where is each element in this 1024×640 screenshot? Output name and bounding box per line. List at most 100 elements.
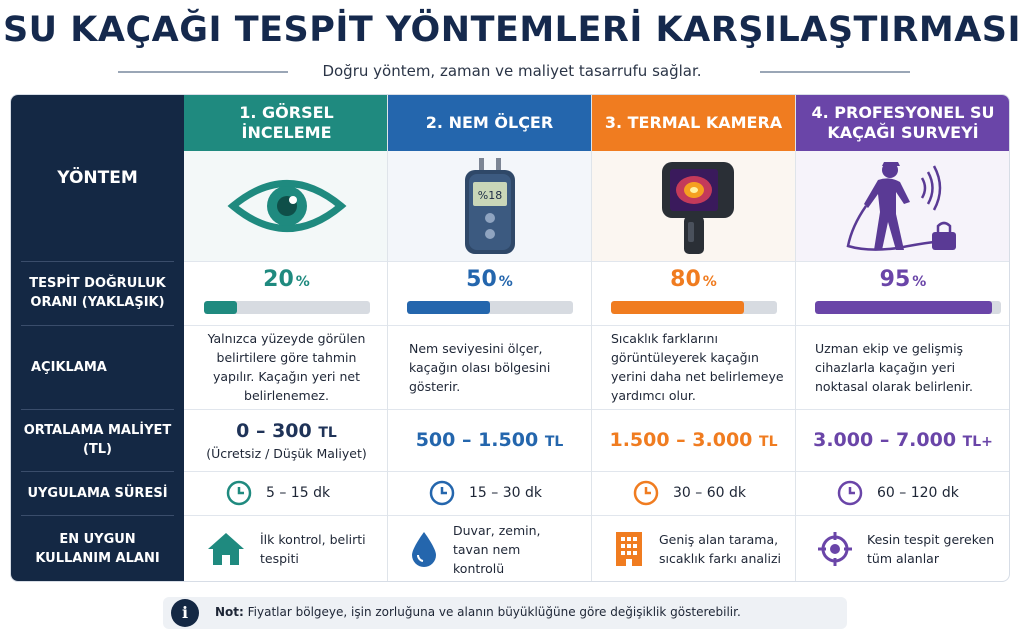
accuracy-cell: 80% — [591, 261, 796, 325]
row-divider — [387, 261, 592, 262]
column-divider — [591, 95, 592, 581]
eye-icon — [227, 180, 346, 232]
row-label-usage: EN UYGUN KULLANIM ALANI — [35, 532, 160, 566]
subtitle-row: Doğru yöntem, zaman ve maliyet tasarrufu… — [0, 60, 1024, 84]
info-icon: i — [171, 599, 199, 627]
accuracy-bar-fill — [611, 301, 744, 314]
row-divider — [591, 471, 796, 472]
cost-unit: TL — [544, 434, 564, 450]
duration-cell: 60 – 120 dk — [795, 471, 1009, 515]
row-divider — [21, 409, 174, 410]
method-column-professional: 4. PROFESYONEL SU KAÇAĞI SURVEYİ — [795, 95, 1009, 581]
cost-unit: TL — [759, 434, 778, 450]
accuracy-bar-fill — [407, 301, 490, 314]
row-divider — [184, 515, 389, 516]
row-divider — [184, 471, 389, 472]
duration-text: 60 – 120 dk — [877, 485, 959, 501]
accuracy-cell: 20% — [184, 261, 389, 325]
row-label-description: AÇIKLAMA — [31, 359, 107, 375]
usage-cell: İlk kontrol, belirti tespiti — [184, 515, 389, 581]
comparison-table: YÖNTEM TESPİT DOĞRULUK ORANI (YAKLAŞIK) … — [10, 94, 1010, 582]
cost-number: 1.500 – 3.000 — [609, 429, 753, 451]
accuracy-bar — [611, 301, 777, 314]
cost-cell: 0 – 300 TL (Ücretsiz / Düşük Maliyet) — [184, 409, 389, 471]
accuracy-unit: % — [912, 274, 927, 290]
description-cell: Nem seviyesini ölçer, kaçağın olası bölg… — [387, 325, 592, 409]
description-text: Yalnızca yüzeyde görülen belirtilere gör… — [207, 331, 366, 403]
description-text: Nem seviyesini ölçer, kaçağın olası bölg… — [409, 340, 551, 394]
method-title: 3. TERMAL KAMERA — [591, 95, 796, 151]
row-divider — [21, 261, 174, 262]
row-divider — [21, 325, 174, 326]
professional-detector-icon — [846, 162, 956, 251]
description-text: Uzman ekip ve gelişmiş cihazlarla kaçağı… — [815, 340, 974, 394]
row-divider — [795, 471, 1009, 472]
page-title: SU KAÇAĞI TESPİT YÖNTEMLERİ KARŞILAŞTIRM… — [2, 10, 1022, 50]
description-cell: Uzman ekip ve gelişmiş cihazlarla kaçağı… — [795, 325, 1009, 409]
accuracy-unit: % — [295, 274, 310, 290]
description-text: Sıcaklık farklarını görüntüleyerek kaçağ… — [611, 331, 784, 403]
subtitle-divider-right — [760, 71, 910, 73]
accuracy-number: 50 — [466, 267, 497, 292]
method-image — [591, 151, 796, 261]
cost-number: 500 – 1.500 — [415, 429, 539, 451]
cost-cell: 3.000 – 7.000 TL+ — [795, 409, 1009, 471]
method-title: 1. GÖRSEL İNCELEME — [184, 95, 389, 151]
method-body: 20% Yalnızca yüzeyde görülen belirtilere… — [184, 151, 389, 581]
cost-unit: TL+ — [962, 434, 993, 450]
method-image: %18 — [387, 151, 592, 261]
duration-text: 15 – 30 dk — [469, 485, 542, 501]
row-divider — [21, 515, 174, 516]
row-label-duration: UYGULAMA SÜRESİ — [27, 485, 168, 501]
home-icon — [208, 533, 244, 565]
accuracy-bar — [204, 301, 370, 314]
row-divider — [795, 515, 1009, 516]
footnote-label: Not: — [215, 605, 244, 619]
accuracy-bar — [815, 301, 1001, 314]
row-divider — [591, 515, 796, 516]
row-divider — [795, 325, 1009, 326]
cost-number: 0 – 300 — [236, 419, 312, 442]
row-label-method: YÖNTEM — [57, 167, 138, 188]
thermal-camera-icon — [661, 162, 734, 254]
accuracy-number: 80 — [670, 267, 701, 292]
footnote: i Not: Fiyatlar bölgeye, işin zorluğuna … — [163, 597, 847, 629]
column-divider — [387, 95, 388, 581]
cost-number: 3.000 – 7.000 — [813, 429, 957, 451]
row-divider — [387, 471, 592, 472]
cost-value: 500 – 1.500 TL — [387, 429, 592, 451]
footnote-body: Fiyatlar bölgeye, işin zorluğuna ve alan… — [247, 605, 741, 619]
clock-icon — [226, 480, 252, 506]
description-cell: Sıcaklık farklarını görüntüleyerek kaçağ… — [591, 325, 796, 409]
accuracy-value: 80% — [591, 267, 796, 292]
clock-icon — [837, 480, 863, 506]
duration-cell: 15 – 30 dk — [387, 471, 592, 515]
row-divider — [387, 325, 592, 326]
subtitle-divider-left — [118, 71, 288, 73]
accuracy-value: 20% — [184, 267, 389, 292]
row-divider — [795, 409, 1009, 410]
device-reading: %18 — [477, 189, 501, 202]
method-title: 4. PROFESYONEL SU KAÇAĞI SURVEYİ — [795, 95, 1009, 151]
accuracy-unit: % — [498, 274, 513, 290]
cost-value: 0 – 300 TL — [184, 420, 389, 442]
accuracy-cell: 95% — [795, 261, 1009, 325]
row-divider — [591, 409, 796, 410]
row-divider — [795, 261, 1009, 262]
clock-icon — [429, 480, 455, 506]
usage-cell: Duvar, zemin, tavan nem kontrolü — [387, 515, 592, 581]
footnote-text: Not: Fiyatlar bölgeye, işin zorluğuna ve… — [215, 605, 741, 619]
row-label-accuracy: TESPİT DOĞRULUK ORANI (YAKLAŞIK) — [29, 276, 166, 310]
method-image — [184, 151, 389, 261]
building-icon — [616, 532, 642, 566]
method-body: %18 50% Nem seviyesini ölçer, kaçağın ol… — [387, 151, 592, 581]
accuracy-number: 95 — [879, 267, 911, 292]
method-title: 2. NEM ÖLÇER — [387, 95, 592, 151]
target-icon — [818, 532, 852, 566]
water-drop-icon — [412, 532, 436, 567]
row-divider — [387, 515, 592, 516]
row-divider — [184, 261, 389, 262]
usage-cell: Geniş alan tarama, sıcaklık farkı analiz… — [591, 515, 796, 581]
clock-icon — [633, 480, 659, 506]
method-column-thermal: 3. TERMAL KAMERA 80% Sıcak — [591, 95, 796, 581]
